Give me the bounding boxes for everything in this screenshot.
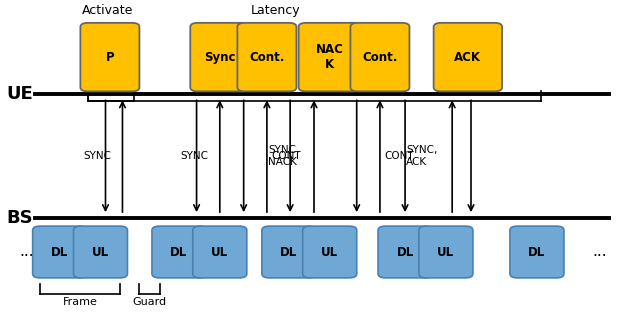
Text: Activate: Activate [82, 4, 133, 17]
Text: Cont.: Cont. [249, 51, 284, 64]
Text: SYNC,
NACK: SYNC, NACK [268, 145, 300, 167]
FancyBboxPatch shape [33, 226, 87, 278]
FancyBboxPatch shape [419, 226, 473, 278]
Text: ...: ... [592, 245, 607, 259]
FancyBboxPatch shape [73, 226, 127, 278]
FancyBboxPatch shape [510, 226, 564, 278]
Text: UL: UL [321, 246, 338, 258]
FancyBboxPatch shape [152, 226, 206, 278]
Text: Guard: Guard [133, 297, 166, 307]
FancyBboxPatch shape [350, 23, 409, 91]
FancyBboxPatch shape [299, 23, 360, 91]
Text: Cont.: Cont. [362, 51, 398, 64]
Text: UL: UL [211, 246, 229, 258]
Text: CONT: CONT [384, 151, 414, 161]
Text: UE: UE [6, 85, 33, 103]
Text: ACK: ACK [455, 51, 481, 64]
FancyBboxPatch shape [80, 23, 139, 91]
Text: DL: DL [280, 246, 298, 258]
FancyBboxPatch shape [433, 23, 502, 91]
Text: SYNC,
ACK: SYNC, ACK [406, 145, 438, 167]
FancyBboxPatch shape [237, 23, 296, 91]
Text: UL: UL [92, 246, 109, 258]
Text: SYNC: SYNC [181, 151, 208, 161]
Text: CONT: CONT [271, 151, 301, 161]
Text: ...: ... [19, 245, 34, 259]
FancyBboxPatch shape [262, 226, 316, 278]
Text: Sync: Sync [204, 51, 236, 64]
Text: NAC
K: NAC K [316, 43, 344, 71]
Text: DL: DL [528, 246, 546, 258]
Text: DL: DL [51, 246, 68, 258]
Text: Latency: Latency [251, 4, 301, 17]
Text: P: P [106, 51, 114, 64]
Text: DL: DL [170, 246, 188, 258]
FancyBboxPatch shape [193, 226, 247, 278]
FancyBboxPatch shape [378, 226, 432, 278]
Text: DL: DL [396, 246, 414, 258]
FancyBboxPatch shape [190, 23, 249, 91]
Text: UL: UL [437, 246, 455, 258]
Text: BS: BS [6, 209, 33, 227]
Text: Frame: Frame [63, 297, 97, 307]
Text: SYNC: SYNC [84, 151, 111, 161]
FancyBboxPatch shape [303, 226, 357, 278]
